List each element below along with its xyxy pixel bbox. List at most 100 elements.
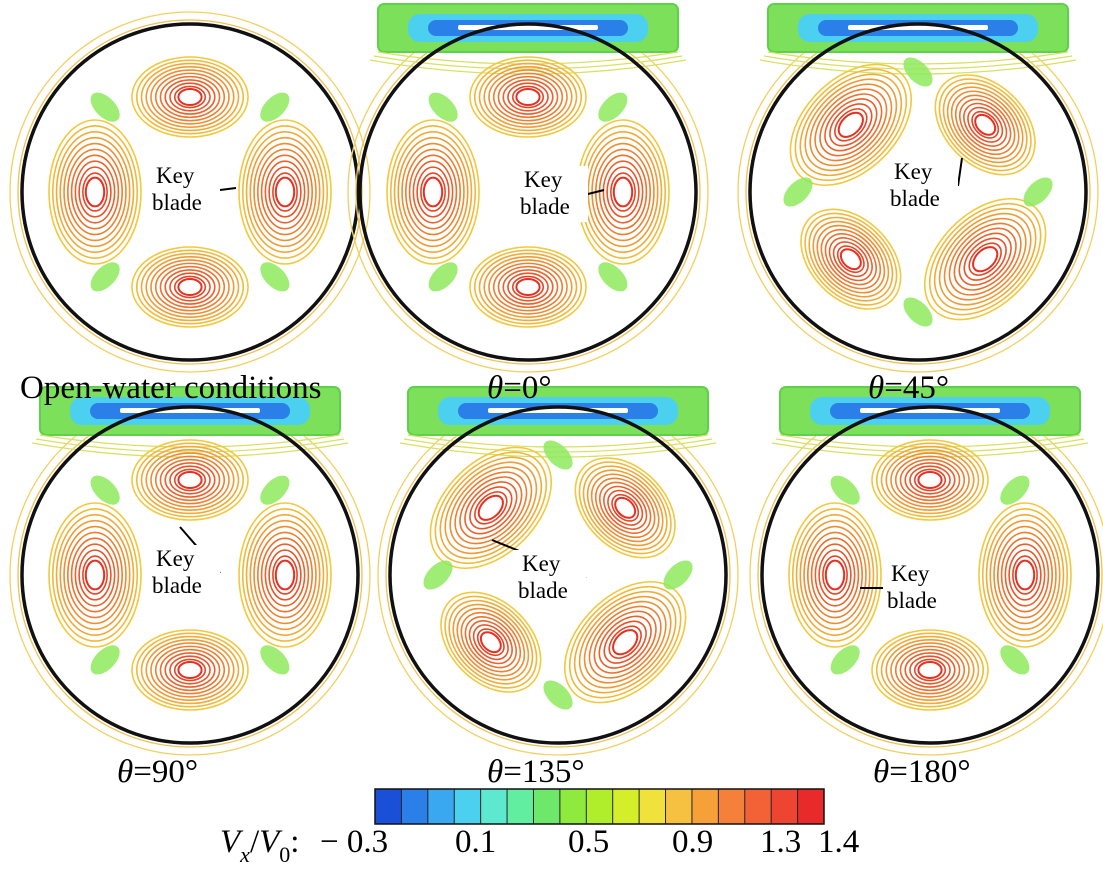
contour-ring	[444, 595, 538, 689]
contour-lobe	[238, 502, 332, 648]
contour-ring	[48, 119, 142, 265]
colorbar-swatch	[559, 789, 587, 824]
contour-ring	[464, 616, 517, 669]
contour-ring	[164, 462, 216, 498]
green-gap	[90, 475, 120, 505]
contour-ring	[791, 508, 879, 642]
contour-ring	[913, 658, 947, 682]
contour-lobe	[978, 502, 1072, 648]
contour-ring	[260, 537, 310, 613]
contour-ring	[472, 624, 509, 661]
contour-ring	[145, 66, 235, 128]
contour-ring	[169, 82, 211, 112]
contour-ring	[934, 74, 1036, 176]
contour-ring	[448, 599, 534, 685]
caption-theta-0: θ=0°	[487, 370, 552, 406]
contour-ring	[818, 549, 852, 601]
contour-ring	[954, 94, 1016, 156]
contour-ring	[145, 449, 235, 511]
contour-ring	[420, 172, 446, 212]
propeller-disk	[760, 405, 1100, 745]
contour-ring	[819, 93, 883, 157]
contour-ring	[578, 595, 672, 689]
key-blade-leader	[219, 187, 237, 191]
contour-core	[177, 88, 203, 106]
contour-lobe	[131, 56, 249, 138]
contour-ring	[483, 66, 573, 128]
contour-core	[972, 246, 999, 273]
colorbar-label: Vx/V0:	[220, 824, 299, 867]
contour-ring	[946, 86, 1024, 164]
wake-ripple	[35, 438, 345, 453]
contour-ring	[78, 166, 112, 218]
contour-ring	[253, 142, 317, 242]
contour-ring	[386, 119, 480, 265]
contour-core	[612, 176, 634, 208]
contour-ring	[953, 227, 1017, 291]
contour-ring	[238, 502, 332, 648]
colorbar-swatch	[480, 789, 508, 824]
contour-ring	[871, 629, 989, 711]
contour-ring	[401, 142, 465, 242]
contour-ring	[150, 259, 230, 315]
contour-ring	[241, 125, 329, 259]
green-gap	[90, 262, 120, 292]
green-gap	[543, 440, 573, 470]
contour-ring	[804, 212, 898, 306]
contour-ring	[169, 655, 211, 685]
green-gap	[90, 645, 120, 675]
colorbar-tick-3: 0.9	[672, 824, 713, 860]
contour-ring	[959, 98, 1012, 151]
green-gap	[260, 262, 290, 292]
colorbar-tick-2: 0.5	[568, 824, 609, 860]
contour-ring	[899, 458, 961, 502]
contour-ring	[131, 246, 249, 328]
green-gap	[423, 560, 453, 590]
contour-ring	[799, 519, 871, 631]
contour-ring	[799, 73, 903, 177]
contour-ring	[820, 228, 882, 290]
green-gap	[903, 57, 933, 87]
contour-core	[837, 111, 864, 138]
contour-ring	[434, 451, 548, 565]
colorbar-swatch	[665, 789, 693, 824]
contour-ring	[890, 452, 970, 508]
caption-theta-180: θ=180°	[873, 754, 971, 790]
green-gap	[428, 262, 458, 292]
contour-ring	[164, 652, 216, 688]
contour-ring	[393, 130, 473, 254]
outer-contour	[9, 11, 371, 373]
contour-lobe	[131, 629, 249, 711]
contour-lobe	[131, 439, 249, 521]
contour-ring	[140, 445, 240, 515]
contour-lobe	[48, 502, 142, 648]
contour-ring	[464, 481, 518, 535]
contour-ring	[150, 452, 230, 508]
contour-ring	[159, 265, 221, 309]
contour-ring	[245, 130, 325, 254]
contour-ring	[968, 242, 1002, 276]
contour-ring	[63, 142, 127, 242]
contour-ring	[511, 85, 545, 109]
contour-ring	[145, 256, 235, 318]
green-gap	[598, 92, 628, 122]
contour-ring	[469, 486, 513, 530]
contour-core	[479, 631, 502, 654]
contour-core	[1014, 559, 1036, 591]
contour-core	[515, 278, 541, 296]
contour-lobe	[800, 208, 902, 310]
contour-ring	[890, 642, 970, 698]
contour-ring	[822, 555, 848, 595]
contour-ring	[70, 154, 120, 230]
contour-ring	[804, 78, 898, 172]
contour-ring	[789, 63, 913, 187]
contour-core	[84, 176, 106, 208]
key-blade-box	[148, 545, 220, 601]
contour-ring	[59, 519, 131, 631]
contour-ring	[606, 166, 640, 218]
contour-core	[612, 629, 639, 656]
contour-core	[477, 494, 504, 521]
green-gap	[903, 297, 933, 327]
propeller-disk	[388, 405, 728, 745]
contour-ring	[904, 462, 956, 498]
